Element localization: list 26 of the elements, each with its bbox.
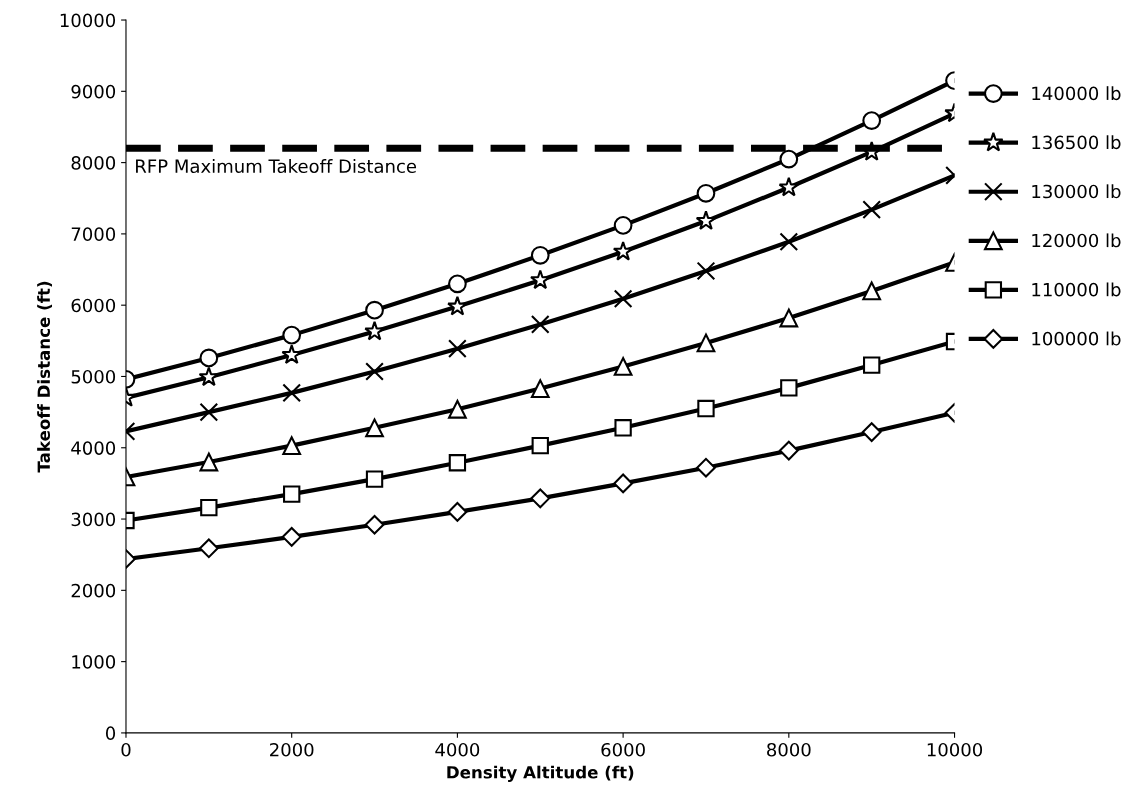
y-tick-label: 5000 [71, 369, 116, 384]
y-axis-title: Takeoff Distance (ft) [37, 281, 52, 473]
legend-label: 136500 lb [1032, 135, 1121, 150]
y-tick-label: 4000 [71, 441, 116, 455]
y-tick-label: 0 [105, 726, 116, 741]
y-tick-label: 8000 [71, 156, 116, 170]
y-tick-label: 9000 [71, 84, 116, 99]
legend-label: 130000 lb [1032, 184, 1121, 199]
y-tick-label: 1000 [72, 655, 116, 669]
legend-label: 100000 lb [1032, 331, 1121, 346]
y-tick-label: 3000 [71, 512, 116, 527]
legend-label: 140000 lb [1032, 86, 1121, 101]
x-tick-label: 6000 [601, 742, 645, 757]
x-tick-label: 2000 [270, 742, 314, 757]
x-tick-label: 8000 [767, 742, 811, 757]
legend-label: 110000 lb [1032, 282, 1121, 297]
x-tick-label: 0 [121, 742, 131, 757]
legend-label: 120000 lb [1032, 233, 1121, 248]
y-tick-label: 6000 [71, 298, 116, 313]
y-tick-label: 2000 [71, 583, 116, 598]
x-tick-label: 4000 [435, 742, 480, 757]
y-tick-label: 10000 [60, 13, 116, 28]
x-axis-title: Density Altitude (ft) [447, 765, 634, 782]
y-tick-label: 7000 [71, 227, 116, 242]
ref-line-label: RFP Maximum Takeoff Distance [136, 159, 417, 174]
x-tick-label: 10000 [927, 742, 983, 757]
